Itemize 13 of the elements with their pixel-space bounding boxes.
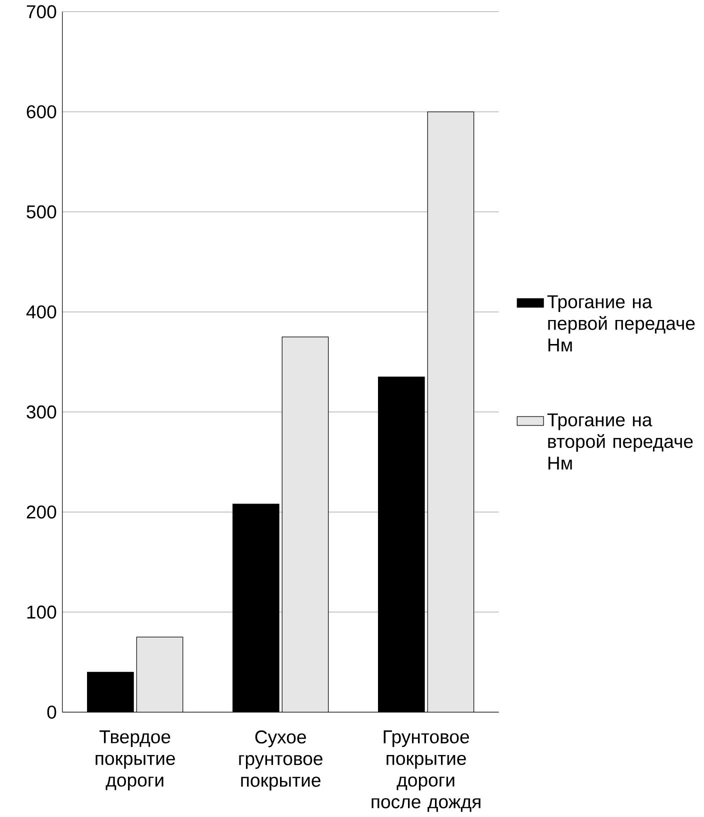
y-tick-label: 300 (26, 405, 56, 419)
y-tick-label: 700 (26, 5, 56, 18)
y-tick-label: 500 (26, 205, 56, 218)
x-tick-label: Сухое грунтовое покрытие (239, 730, 322, 791)
y-tick-label: 0 (47, 706, 56, 719)
y-tick-label: 600 (26, 105, 56, 118)
x-tick-label: Твердое покрытие дороги (96, 730, 175, 790)
legend-label: Трогание на второй передаче Нм (547, 413, 693, 470)
x-tick-label: Грунтовое покрытие дороги после дождя (372, 730, 480, 812)
y-tick-label: 100 (27, 606, 56, 619)
y-tick-label: 400 (26, 305, 56, 318)
legend-label: Трогание на первой передаче Нм (547, 295, 695, 352)
y-tick-label: 200 (26, 505, 56, 519)
